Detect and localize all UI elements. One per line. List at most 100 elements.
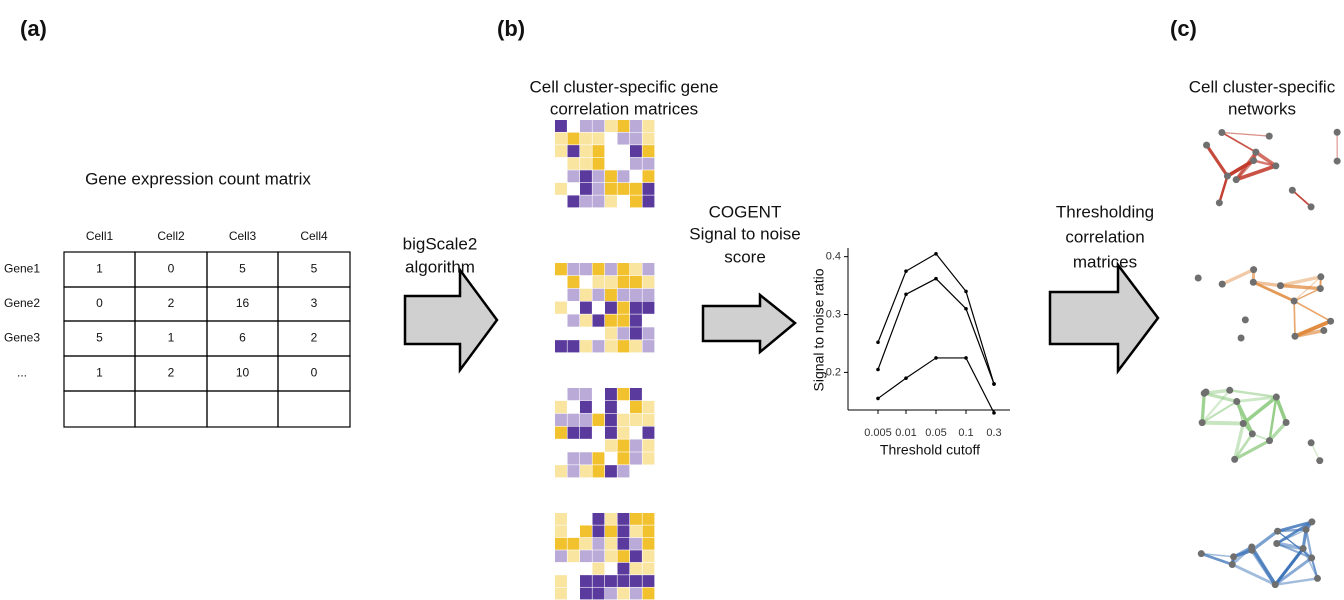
heatmap-cell xyxy=(593,439,605,451)
table-cell xyxy=(278,391,350,427)
heatmap-cell xyxy=(643,439,655,451)
heatmap-cell xyxy=(593,145,605,157)
heatmap-cell xyxy=(580,452,592,464)
data-point xyxy=(904,292,908,296)
column-header: Cell4 xyxy=(300,229,328,243)
heatmap-cell xyxy=(593,575,605,587)
data-point xyxy=(876,397,880,401)
heatmap-cell xyxy=(568,401,580,413)
heatmap-cell xyxy=(605,575,617,587)
heatmap-cell xyxy=(618,414,630,426)
heatmap-cell xyxy=(643,183,655,195)
panel-label: (b) xyxy=(497,16,525,41)
heatmap-cell xyxy=(643,263,655,275)
heatmap-cell xyxy=(568,340,580,352)
heatmap-cell xyxy=(593,263,605,275)
heatmap-cell xyxy=(618,538,630,550)
cell-value: 2 xyxy=(311,331,318,345)
cell-value: 0 xyxy=(96,296,103,310)
row-label: Gene2 xyxy=(4,296,40,310)
panel-title: Cell cluster-specific xyxy=(1189,77,1336,96)
network-edge xyxy=(1294,301,1330,321)
heatmap-cell xyxy=(605,170,617,182)
heatmap-cell xyxy=(580,133,592,145)
network-node xyxy=(1314,575,1321,582)
heatmap-cell xyxy=(643,452,655,464)
heatmap-cell xyxy=(580,563,592,575)
network-node xyxy=(1195,275,1202,282)
heatmap-cell xyxy=(630,452,642,464)
heatmap-cell xyxy=(618,120,630,132)
heatmap-cell xyxy=(580,327,592,339)
heatmap-cell xyxy=(555,195,567,207)
heatmap-cell xyxy=(605,263,617,275)
network-node xyxy=(1316,457,1323,464)
series-line xyxy=(878,358,994,413)
heatmap-cell xyxy=(555,340,567,352)
heatmap-cell xyxy=(618,513,630,525)
heatmap-cell xyxy=(643,401,655,413)
heatmap-cell xyxy=(618,563,630,575)
network-node xyxy=(1240,420,1247,427)
heatmap-cell xyxy=(618,465,630,477)
heatmap-cell xyxy=(643,170,655,182)
heatmap-cell xyxy=(593,340,605,352)
heatmap-cell xyxy=(593,427,605,439)
network-edge xyxy=(1294,289,1320,301)
figure: (a) Gene expression count matrix Cell1Ce… xyxy=(0,0,1344,600)
heatmap-cell xyxy=(555,314,567,326)
cell-value: 1 xyxy=(168,331,175,345)
heatmap-cell xyxy=(555,276,567,288)
heatmap-cell xyxy=(568,289,580,301)
cell-value: 5 xyxy=(311,262,318,276)
heatmap-cell xyxy=(618,427,630,439)
network-edge xyxy=(1202,423,1243,424)
heatmaps xyxy=(555,120,654,599)
network-node xyxy=(1289,187,1296,194)
heatmap-cell xyxy=(605,414,617,426)
step-label: matrices xyxy=(1073,252,1137,271)
network-edge xyxy=(1219,176,1227,203)
block-arrow xyxy=(405,270,497,370)
heatmap-cell xyxy=(580,414,592,426)
heatmap-cell xyxy=(630,327,642,339)
step-label: COGENT xyxy=(709,202,782,221)
heatmap-cell xyxy=(580,145,592,157)
network-node xyxy=(1219,281,1226,288)
panel-label: (a) xyxy=(20,16,47,41)
heatmap-cell xyxy=(580,340,592,352)
heatmap-cell xyxy=(593,588,605,600)
heatmap-cell xyxy=(605,145,617,157)
heatmap-cell xyxy=(568,276,580,288)
heatmap-cell xyxy=(618,158,630,170)
heatmap-cell xyxy=(643,465,655,477)
heatmap-cell xyxy=(618,452,630,464)
heatmap-cell xyxy=(605,388,617,400)
network-node xyxy=(1226,387,1233,394)
network-node xyxy=(1266,437,1273,444)
network-edge xyxy=(1280,277,1320,286)
heatmap-cell xyxy=(618,401,630,413)
heatmap-cell xyxy=(580,170,592,182)
heatmap-cell xyxy=(630,439,642,451)
network-node xyxy=(1229,561,1236,568)
network-edge xyxy=(1222,270,1253,284)
heatmap-cell xyxy=(643,120,655,132)
data-point xyxy=(876,341,880,345)
heatmap-cell xyxy=(580,550,592,562)
heatmap-cell xyxy=(593,302,605,314)
heatmap-cell xyxy=(618,340,630,352)
block-arrow xyxy=(1050,265,1158,371)
heatmap-cell xyxy=(555,538,567,550)
heatmap-cell xyxy=(605,195,617,207)
network-edge xyxy=(1294,301,1295,336)
x-tick-label: 0.005 xyxy=(864,427,892,439)
network-node xyxy=(1274,528,1281,535)
heatmap-cell xyxy=(630,302,642,314)
heatmap-cell xyxy=(555,263,567,275)
heatmap-cell xyxy=(605,133,617,145)
heatmap-cell xyxy=(630,158,642,170)
heatmap-cell xyxy=(618,388,630,400)
heatmap-cell xyxy=(630,427,642,439)
heatmap-cell xyxy=(593,388,605,400)
